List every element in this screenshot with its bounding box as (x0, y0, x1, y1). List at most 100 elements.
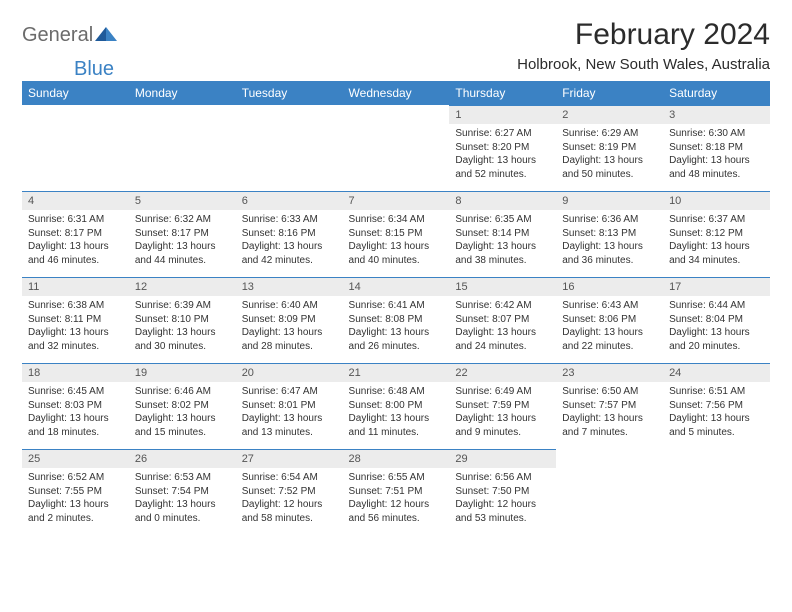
sunset-text: Sunset: 7:57 PM (562, 399, 657, 413)
calendar-week-row: 1Sunrise: 6:27 AMSunset: 8:20 PMDaylight… (22, 105, 770, 191)
cell-body: Sunrise: 6:29 AMSunset: 8:19 PMDaylight:… (556, 124, 663, 187)
day-number: 4 (22, 191, 129, 210)
day-header: Friday (556, 81, 663, 105)
cell-body: Sunrise: 6:39 AMSunset: 8:10 PMDaylight:… (129, 296, 236, 359)
cell-body: Sunrise: 6:46 AMSunset: 8:02 PMDaylight:… (129, 382, 236, 445)
sunset-text: Sunset: 8:04 PM (669, 313, 764, 327)
daylight-text: Daylight: 13 hours and 32 minutes. (28, 326, 123, 353)
cell-body: Sunrise: 6:42 AMSunset: 8:07 PMDaylight:… (449, 296, 556, 359)
calendar-cell: 5Sunrise: 6:32 AMSunset: 8:17 PMDaylight… (129, 191, 236, 277)
day-number: 21 (343, 363, 450, 382)
cell-body: Sunrise: 6:27 AMSunset: 8:20 PMDaylight:… (449, 124, 556, 187)
sunset-text: Sunset: 8:19 PM (562, 141, 657, 155)
sunrise-text: Sunrise: 6:27 AM (455, 127, 550, 141)
daylight-text: Daylight: 13 hours and 20 minutes. (669, 326, 764, 353)
calendar-week-row: 4Sunrise: 6:31 AMSunset: 8:17 PMDaylight… (22, 191, 770, 277)
daylight-text: Daylight: 13 hours and 9 minutes. (455, 412, 550, 439)
day-number: 2 (556, 105, 663, 124)
sunset-text: Sunset: 7:59 PM (455, 399, 550, 413)
daylight-text: Daylight: 13 hours and 34 minutes. (669, 240, 764, 267)
sunset-text: Sunset: 7:52 PM (242, 485, 337, 499)
calendar-cell: 1Sunrise: 6:27 AMSunset: 8:20 PMDaylight… (449, 105, 556, 191)
calendar-cell: 8Sunrise: 6:35 AMSunset: 8:14 PMDaylight… (449, 191, 556, 277)
sunset-text: Sunset: 7:50 PM (455, 485, 550, 499)
calendar-week-row: 11Sunrise: 6:38 AMSunset: 8:11 PMDayligh… (22, 277, 770, 363)
day-number: 18 (22, 363, 129, 382)
daylight-text: Daylight: 13 hours and 22 minutes. (562, 326, 657, 353)
day-number: 26 (129, 449, 236, 468)
day-number: 22 (449, 363, 556, 382)
sunrise-text: Sunrise: 6:49 AM (455, 385, 550, 399)
calendar-cell: 16Sunrise: 6:43 AMSunset: 8:06 PMDayligh… (556, 277, 663, 363)
sunrise-text: Sunrise: 6:43 AM (562, 299, 657, 313)
title-block: February 2024 (575, 18, 770, 52)
sunset-text: Sunset: 8:11 PM (28, 313, 123, 327)
calendar-table: Sunday Monday Tuesday Wednesday Thursday… (22, 81, 770, 535)
calendar-cell (236, 105, 343, 191)
daylight-text: Daylight: 12 hours and 58 minutes. (242, 498, 337, 525)
calendar-cell: 22Sunrise: 6:49 AMSunset: 7:59 PMDayligh… (449, 363, 556, 449)
daylight-text: Daylight: 13 hours and 7 minutes. (562, 412, 657, 439)
day-header: Saturday (663, 81, 770, 105)
daylight-text: Daylight: 13 hours and 42 minutes. (242, 240, 337, 267)
cell-body: Sunrise: 6:40 AMSunset: 8:09 PMDaylight:… (236, 296, 343, 359)
cell-body: Sunrise: 6:55 AMSunset: 7:51 PMDaylight:… (343, 468, 450, 531)
day-number (22, 105, 129, 124)
day-number: 16 (556, 277, 663, 296)
day-number: 24 (663, 363, 770, 382)
cell-body: Sunrise: 6:44 AMSunset: 8:04 PMDaylight:… (663, 296, 770, 359)
day-number: 28 (343, 449, 450, 468)
calendar-cell: 29Sunrise: 6:56 AMSunset: 7:50 PMDayligh… (449, 449, 556, 535)
day-number: 23 (556, 363, 663, 382)
day-header: Thursday (449, 81, 556, 105)
sunrise-text: Sunrise: 6:42 AM (455, 299, 550, 313)
sunrise-text: Sunrise: 6:56 AM (455, 471, 550, 485)
calendar-cell (22, 105, 129, 191)
sunrise-text: Sunrise: 6:50 AM (562, 385, 657, 399)
calendar-cell: 27Sunrise: 6:54 AMSunset: 7:52 PMDayligh… (236, 449, 343, 535)
daylight-text: Daylight: 13 hours and 50 minutes. (562, 154, 657, 181)
calendar-week-row: 25Sunrise: 6:52 AMSunset: 7:55 PMDayligh… (22, 449, 770, 535)
daylight-text: Daylight: 12 hours and 56 minutes. (349, 498, 444, 525)
sunrise-text: Sunrise: 6:32 AM (135, 213, 230, 227)
cell-body: Sunrise: 6:45 AMSunset: 8:03 PMDaylight:… (22, 382, 129, 445)
calendar-cell: 11Sunrise: 6:38 AMSunset: 8:11 PMDayligh… (22, 277, 129, 363)
sunset-text: Sunset: 8:17 PM (28, 227, 123, 241)
calendar-cell: 23Sunrise: 6:50 AMSunset: 7:57 PMDayligh… (556, 363, 663, 449)
sunrise-text: Sunrise: 6:51 AM (669, 385, 764, 399)
cell-body: Sunrise: 6:43 AMSunset: 8:06 PMDaylight:… (556, 296, 663, 359)
sunrise-text: Sunrise: 6:39 AM (135, 299, 230, 313)
cell-body: Sunrise: 6:38 AMSunset: 8:11 PMDaylight:… (22, 296, 129, 359)
cell-body: Sunrise: 6:48 AMSunset: 8:00 PMDaylight:… (343, 382, 450, 445)
sunset-text: Sunset: 7:54 PM (135, 485, 230, 499)
day-number: 20 (236, 363, 343, 382)
sunset-text: Sunset: 8:07 PM (455, 313, 550, 327)
daylight-text: Daylight: 13 hours and 52 minutes. (455, 154, 550, 181)
page-title: February 2024 (575, 18, 770, 52)
sunrise-text: Sunrise: 6:52 AM (28, 471, 123, 485)
sunset-text: Sunset: 8:14 PM (455, 227, 550, 241)
cell-body: Sunrise: 6:54 AMSunset: 7:52 PMDaylight:… (236, 468, 343, 531)
sunset-text: Sunset: 8:17 PM (135, 227, 230, 241)
sunset-text: Sunset: 8:18 PM (669, 141, 764, 155)
calendar-cell: 18Sunrise: 6:45 AMSunset: 8:03 PMDayligh… (22, 363, 129, 449)
sunrise-text: Sunrise: 6:35 AM (455, 213, 550, 227)
daylight-text: Daylight: 13 hours and 13 minutes. (242, 412, 337, 439)
calendar-cell: 9Sunrise: 6:36 AMSunset: 8:13 PMDaylight… (556, 191, 663, 277)
sunrise-text: Sunrise: 6:46 AM (135, 385, 230, 399)
sunset-text: Sunset: 8:13 PM (562, 227, 657, 241)
day-number: 3 (663, 105, 770, 124)
day-number: 13 (236, 277, 343, 296)
sunset-text: Sunset: 8:16 PM (242, 227, 337, 241)
sunrise-text: Sunrise: 6:33 AM (242, 213, 337, 227)
sunrise-text: Sunrise: 6:30 AM (669, 127, 764, 141)
cell-body: Sunrise: 6:50 AMSunset: 7:57 PMDaylight:… (556, 382, 663, 445)
day-number: 12 (129, 277, 236, 296)
day-number (663, 449, 770, 468)
calendar-cell: 3Sunrise: 6:30 AMSunset: 8:18 PMDaylight… (663, 105, 770, 191)
daylight-text: Daylight: 13 hours and 15 minutes. (135, 412, 230, 439)
calendar-cell: 13Sunrise: 6:40 AMSunset: 8:09 PMDayligh… (236, 277, 343, 363)
sunrise-text: Sunrise: 6:48 AM (349, 385, 444, 399)
cell-body: Sunrise: 6:49 AMSunset: 7:59 PMDaylight:… (449, 382, 556, 445)
cell-body: Sunrise: 6:33 AMSunset: 8:16 PMDaylight:… (236, 210, 343, 273)
